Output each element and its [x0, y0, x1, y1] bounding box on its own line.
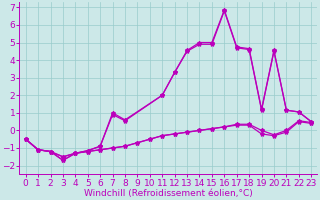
X-axis label: Windchill (Refroidissement éolien,°C): Windchill (Refroidissement éolien,°C) [84, 189, 253, 198]
